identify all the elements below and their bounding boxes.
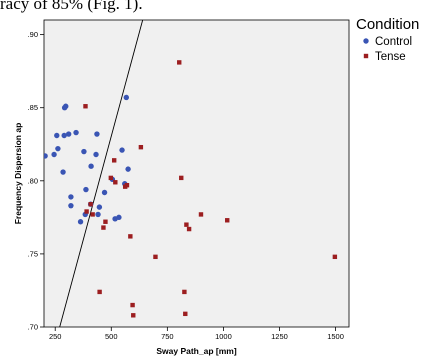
- point-control: [63, 103, 69, 109]
- reference-line: [59, 20, 144, 327]
- y-tick-label: .85: [28, 103, 38, 112]
- y-tick-label: .75: [28, 249, 38, 258]
- point-control: [93, 151, 99, 158]
- x-tick-label: 1500: [327, 332, 344, 341]
- point-tense: [101, 225, 106, 230]
- plot-area: [43, 19, 350, 328]
- x-tick-label: 1000: [215, 332, 232, 341]
- point-control: [88, 163, 94, 169]
- point-control: [125, 166, 131, 172]
- point-control: [96, 204, 103, 210]
- point-tense: [84, 209, 89, 214]
- point-control: [94, 131, 100, 137]
- x-axis-title: Sway Path_ap [mm]: [156, 346, 236, 356]
- x-tick-label: 1250: [271, 332, 288, 341]
- point-control: [65, 131, 72, 137]
- y-tick-label: .80: [28, 176, 38, 185]
- point-tense: [177, 60, 182, 65]
- point-tense: [183, 311, 188, 317]
- y-axis-title: Frequency Dispersion ap: [13, 123, 23, 225]
- point-tense: [332, 254, 338, 260]
- point-tense: [179, 175, 184, 181]
- point-control: [101, 189, 108, 196]
- y-tick-label: .90: [28, 30, 38, 39]
- point-control: [123, 94, 130, 101]
- x-axis-ticks: 250 500 750 1000 1250 1500: [49, 327, 344, 341]
- point-control: [119, 147, 125, 153]
- point-control: [54, 132, 60, 139]
- point-control: [44, 153, 48, 159]
- legend-marker-tense: [363, 53, 369, 59]
- legend: Condition Control Tense: [356, 16, 419, 63]
- point-tense: [138, 144, 144, 150]
- x-tick-label: 250: [49, 332, 62, 341]
- point-tense: [103, 219, 108, 224]
- point-control: [116, 214, 122, 221]
- legend-title: Condition: [356, 16, 419, 33]
- point-tense: [83, 104, 88, 109]
- point-control: [73, 129, 79, 136]
- y-axis-ticks: .70 .75 .80 .85 .90: [28, 30, 44, 332]
- data-points: [44, 60, 338, 318]
- legend-items: Control Tense: [363, 36, 412, 63]
- point-control: [61, 132, 67, 139]
- plot-content: [44, 20, 338, 327]
- point-tense: [182, 289, 187, 295]
- x-tick-label: 750: [161, 332, 174, 341]
- x-tick-label: 500: [105, 332, 118, 341]
- caption-text: racy of 85% (Fig. 1).: [0, 0, 143, 13]
- point-tense: [128, 234, 133, 239]
- legend-marker-control: [363, 38, 369, 44]
- point-tense: [88, 202, 93, 207]
- point-tense: [108, 175, 114, 181]
- y-tick-label: .70: [28, 323, 38, 332]
- point-control: [55, 145, 61, 152]
- legend-label-control: Control: [375, 36, 412, 48]
- point-tense: [130, 302, 135, 308]
- point-tense: [198, 212, 204, 217]
- point-tense: [90, 212, 95, 217]
- point-control: [60, 169, 66, 175]
- point-tense: [124, 182, 130, 188]
- point-tense: [225, 218, 230, 223]
- point-control: [51, 151, 57, 158]
- point-tense: [184, 222, 189, 227]
- point-tense: [97, 289, 102, 295]
- point-control: [77, 219, 84, 225]
- point-tense: [131, 313, 136, 318]
- point-tense: [113, 180, 118, 185]
- point-control: [68, 194, 74, 200]
- point-control: [95, 211, 101, 218]
- point-tense: [111, 158, 117, 163]
- point-control: [83, 186, 89, 193]
- legend-label-tense: Tense: [375, 51, 406, 63]
- point-control: [81, 148, 87, 155]
- point-tense: [186, 226, 192, 232]
- point-tense: [153, 254, 158, 260]
- point-control: [68, 202, 74, 209]
